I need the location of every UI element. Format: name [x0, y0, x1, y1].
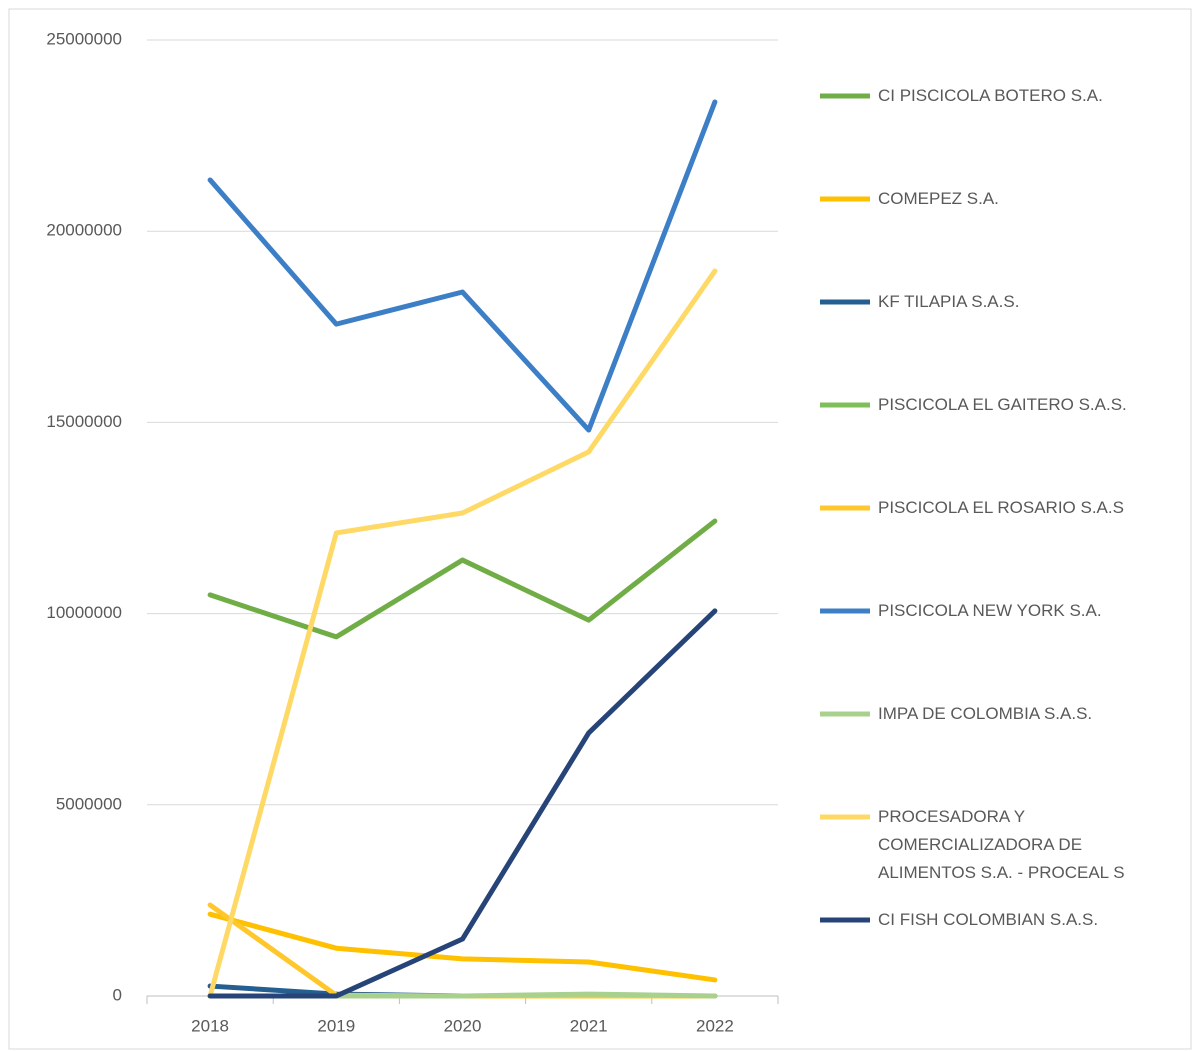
y-tick-label: 5000000 [56, 794, 122, 813]
legend-item: KF TILAPIA S.A.S. [878, 292, 1020, 311]
legend-label: PROCESADORA Y COMERCIALIZADORA DE ALIMEN… [878, 807, 1125, 882]
legend-label: PISCICOLA EL ROSARIO S.A.S [878, 498, 1124, 517]
series-line [207, 911, 718, 983]
legend-item: PROCESADORA Y COMERCIALIZADORA DE ALIMEN… [878, 807, 1125, 882]
legend-label: PISCICOLA EL GAITERO S.A.S. [878, 395, 1127, 414]
legend-label: IMPA DE COLOMBIA S.A.S. [878, 704, 1093, 723]
legend-label: COMEPEZ S.A. [878, 189, 999, 208]
legend-item: COMEPEZ S.A. [878, 189, 999, 208]
series-line [207, 99, 718, 433]
chart-border [8, 8, 1192, 1050]
legend-label: CI FISH COLOMBIAN S.A.S. [878, 910, 1099, 929]
y-tick-label: 0 [113, 985, 122, 1004]
series-line [207, 268, 718, 999]
legend-label: PISCICOLA NEW YORK S.A. [878, 601, 1102, 620]
legend-item: CI PISCICOLA BOTERO S.A. [878, 86, 1103, 105]
series-line [207, 518, 718, 640]
legend-item: PISCICOLA NEW YORK S.A. [878, 601, 1102, 620]
x-tick-label: 2022 [696, 1016, 734, 1035]
legend-item: PISCICOLA EL ROSARIO S.A.S [878, 498, 1124, 517]
x-tick-label: 2021 [570, 1016, 608, 1035]
legend-item: PISCICOLA EL GAITERO S.A.S. [878, 395, 1127, 414]
x-tick-label: 2020 [444, 1016, 482, 1035]
y-tick-label: 25000000 [46, 29, 122, 48]
y-tick-label: 10000000 [46, 603, 122, 622]
x-tick-label: 2019 [317, 1016, 355, 1035]
x-tick-label: 2018 [191, 1016, 229, 1035]
y-tick-label: 15000000 [46, 412, 122, 431]
series-line [207, 608, 718, 999]
y-tick-label: 20000000 [46, 221, 122, 240]
legend-label: KF TILAPIA S.A.S. [878, 292, 1020, 311]
legend-item: CI FISH COLOMBIAN S.A.S. [878, 910, 1099, 929]
legend-item: IMPA DE COLOMBIA S.A.S. [878, 704, 1093, 723]
legend-label: CI PISCICOLA BOTERO S.A. [878, 86, 1103, 105]
